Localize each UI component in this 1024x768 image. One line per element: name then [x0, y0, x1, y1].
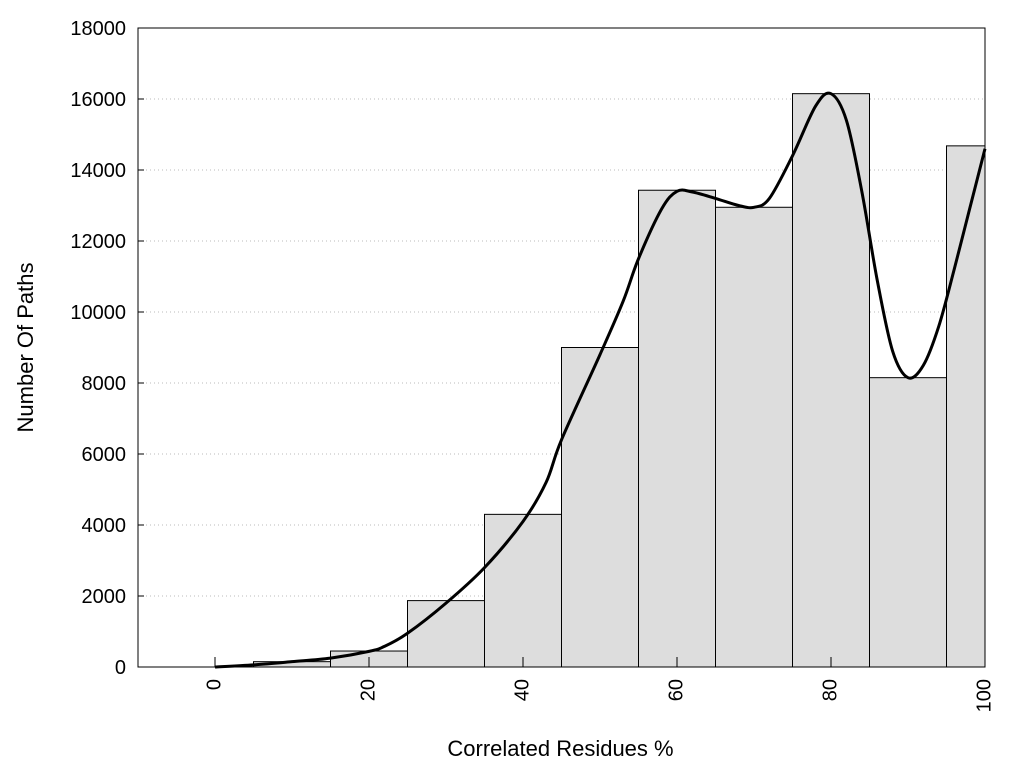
- bar: [869, 377, 947, 668]
- y-tick-label: 2000: [82, 586, 127, 608]
- y-axis: 0 2000 4000 6000 8000 10000 12000 14000 16000 180…: [70, 18, 144, 679]
- bar: [484, 513, 562, 668]
- bar: [561, 347, 639, 668]
- smooth-line: [214, 91, 987, 669]
- x-tick-label: 100: [973, 679, 995, 712]
- y-tick-label: 0: [115, 657, 126, 679]
- x-tick-label: 80: [819, 679, 841, 701]
- x-axis: 0 20 40 60 80 100: [203, 657, 995, 712]
- y-tick-label: 12000: [70, 231, 126, 253]
- bar: [407, 600, 485, 668]
- y-tick-label: 10000: [70, 302, 126, 324]
- bar: [715, 206, 793, 668]
- bar: [792, 93, 870, 668]
- y-tick-label: 8000: [82, 373, 127, 395]
- y-axis-title: Number Of Paths: [13, 263, 38, 433]
- plot-frame: [137, 27, 986, 668]
- y-tick-label: 6000: [82, 444, 127, 466]
- bar: [638, 189, 716, 668]
- x-axis-title: Correlated Residues %: [447, 736, 673, 761]
- bars: [253, 93, 986, 668]
- bar: [946, 145, 986, 668]
- smooth-line-layer: [214, 91, 987, 669]
- y-tick-label: 14000: [70, 160, 126, 182]
- x-tick-label: 0: [203, 679, 225, 690]
- x-tick-label: 60: [665, 679, 687, 701]
- y-tick-label: 16000: [70, 89, 126, 111]
- x-tick-label: 20: [357, 679, 379, 701]
- x-tick-label: 40: [511, 679, 533, 701]
- y-tick-label: 4000: [82, 515, 127, 537]
- y-tick-label: 18000: [70, 18, 126, 40]
